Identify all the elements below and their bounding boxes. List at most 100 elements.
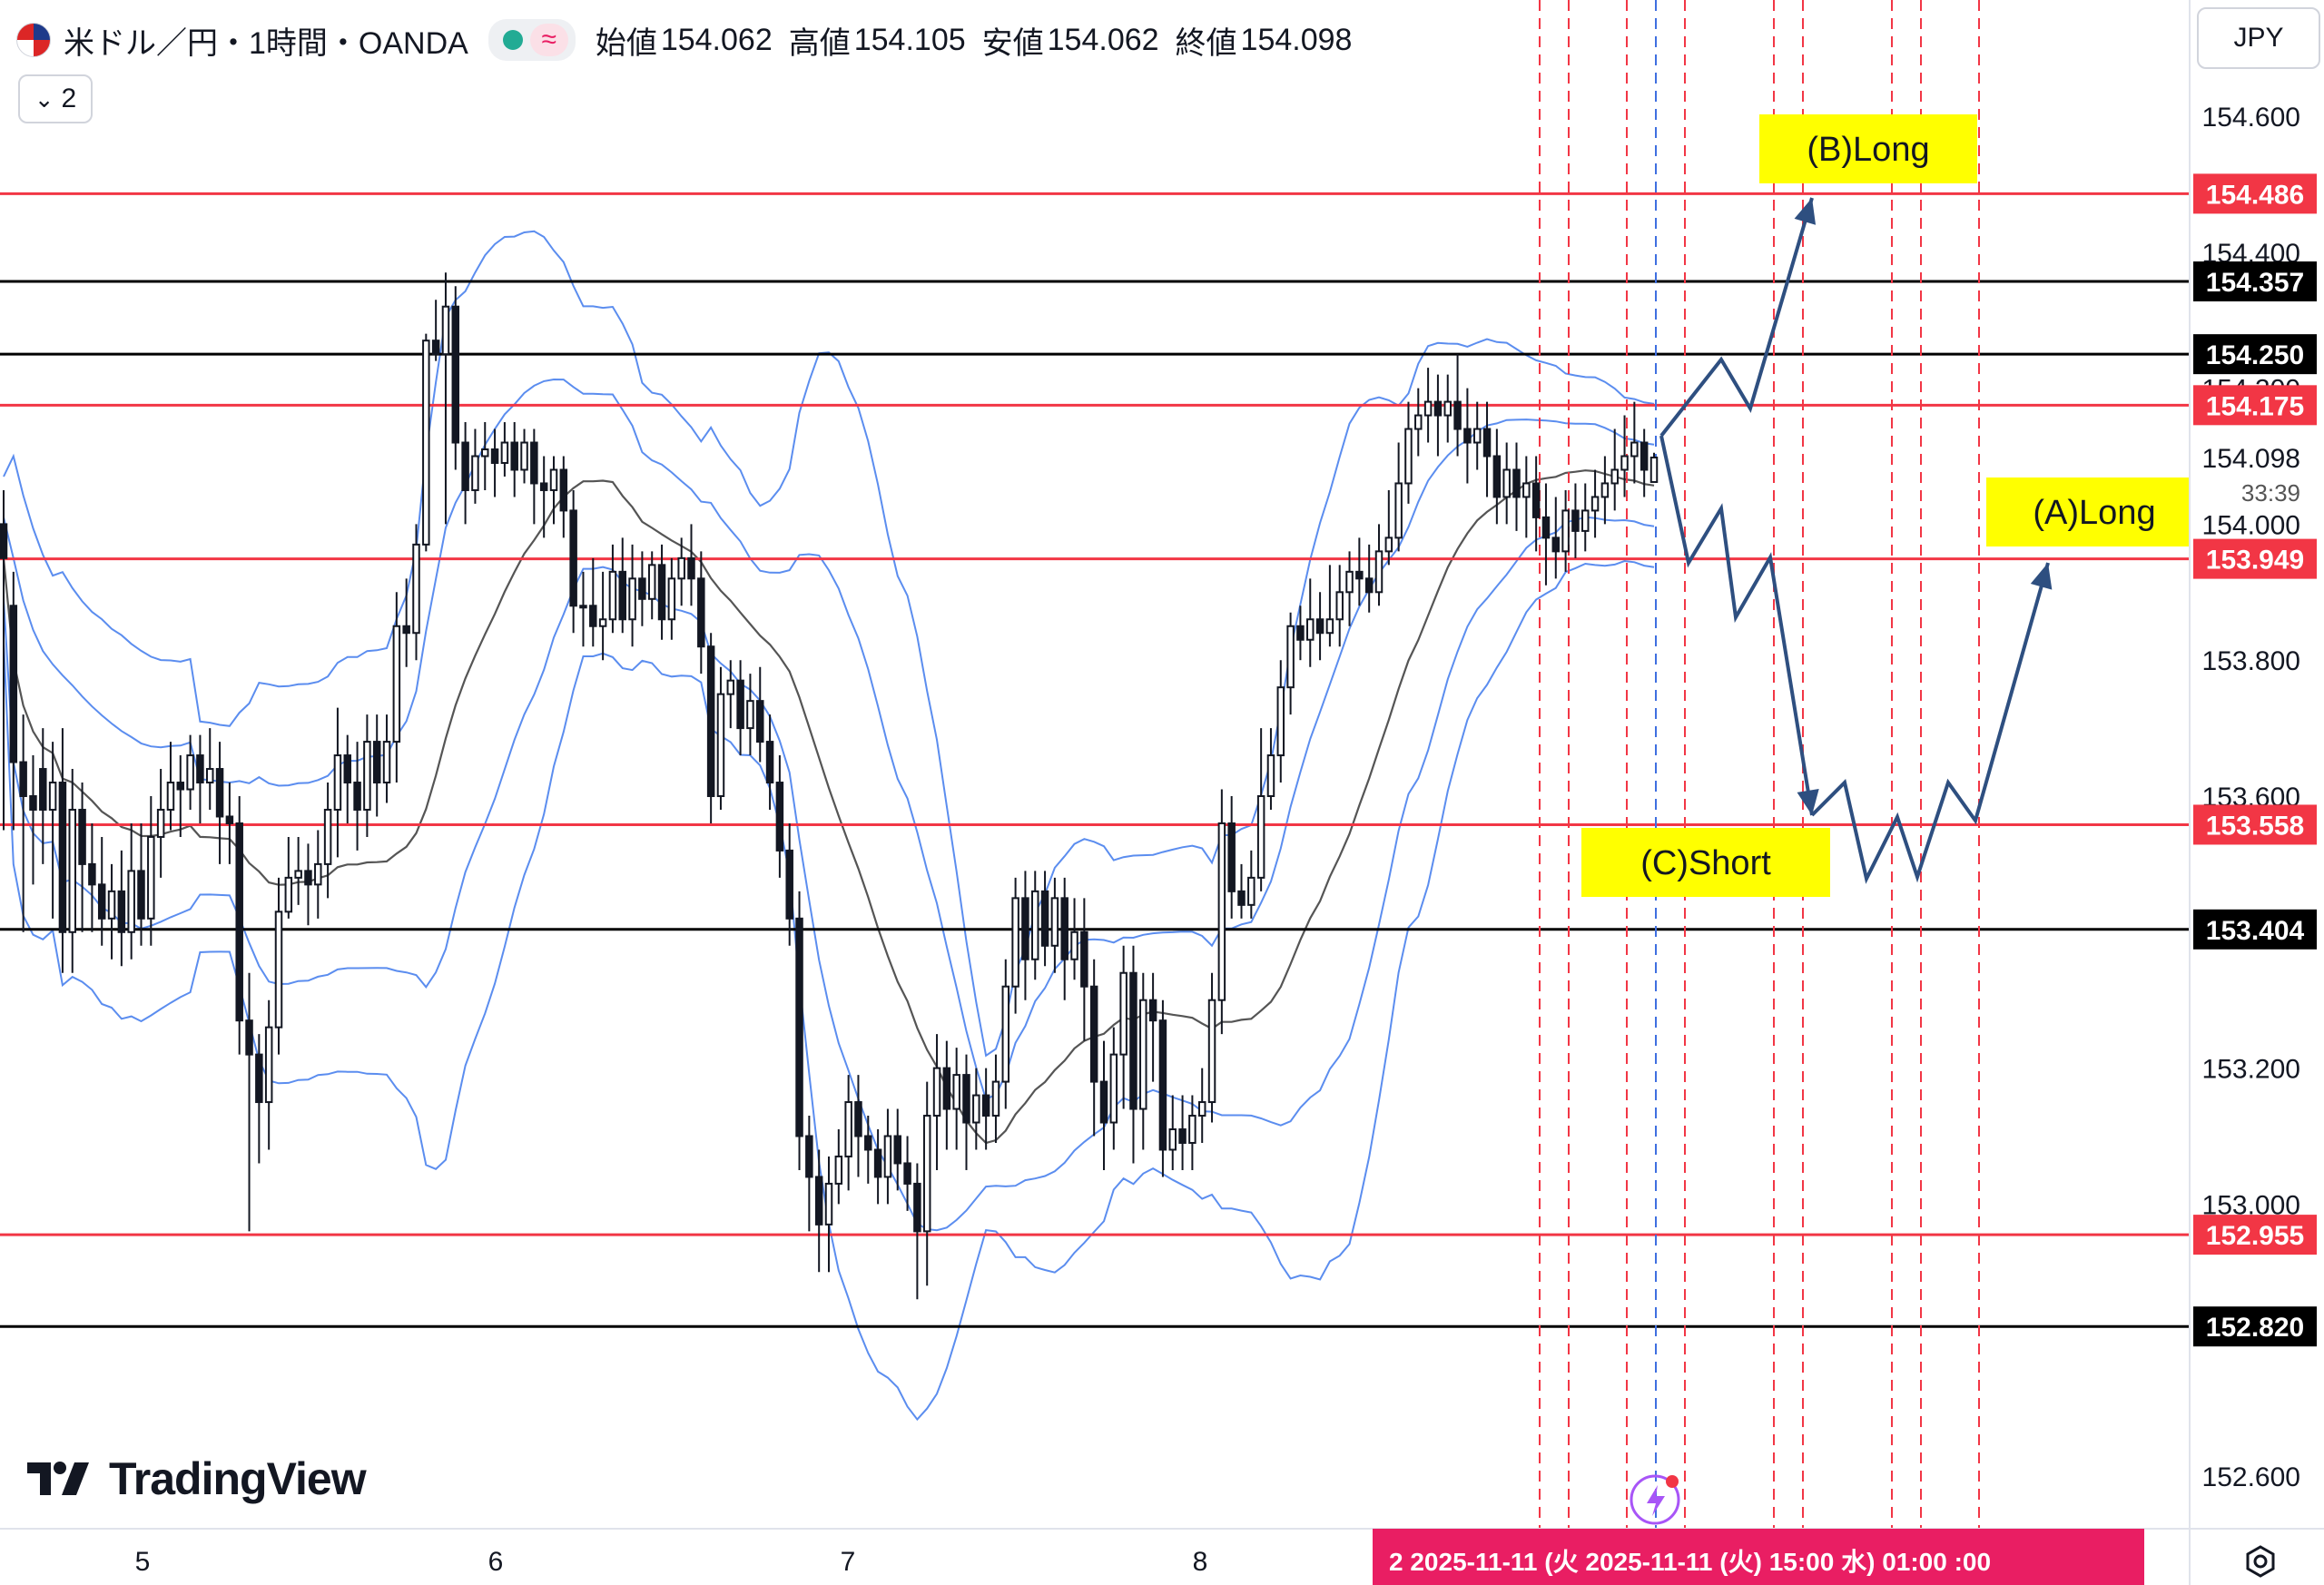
candle-body[interactable] — [873, 1148, 882, 1178]
candle-body[interactable] — [559, 468, 568, 512]
candle-body[interactable] — [844, 1101, 852, 1157]
candle-body[interactable] — [1453, 400, 1462, 430]
candle-body[interactable] — [736, 679, 744, 730]
currency-button[interactable]: JPY — [2197, 7, 2320, 69]
candle-body[interactable] — [1640, 441, 1649, 471]
candle-body[interactable] — [972, 1094, 980, 1124]
candle-body[interactable] — [1089, 985, 1098, 1083]
candle-body[interactable] — [255, 1053, 263, 1104]
market-status-pill[interactable]: ≈ — [487, 19, 576, 61]
candle-body[interactable] — [39, 768, 47, 811]
candle-body[interactable] — [1306, 618, 1315, 641]
candle-body[interactable] — [618, 570, 626, 621]
candle-body[interactable] — [166, 782, 175, 811]
candle-body[interactable] — [687, 556, 695, 580]
candle-body[interactable] — [1080, 930, 1088, 988]
candle-body[interactable] — [598, 618, 607, 627]
candle-body[interactable] — [716, 693, 725, 798]
candle-body[interactable] — [225, 815, 234, 824]
candle-body[interactable] — [422, 340, 430, 546]
candle-body[interactable] — [1590, 496, 1600, 512]
candle-body[interactable] — [490, 448, 499, 464]
candle-body[interactable] — [1384, 537, 1393, 553]
candle-body[interactable] — [814, 1176, 823, 1226]
candle-body[interactable] — [1266, 754, 1275, 797]
tradingview-logo[interactable]: TradingView — [27, 1452, 367, 1505]
candle-body[interactable] — [0, 523, 8, 559]
candle-body[interactable] — [1207, 999, 1216, 1104]
candle-body[interactable] — [19, 761, 27, 797]
candle-body[interactable] — [1040, 890, 1049, 947]
candle-body[interactable] — [913, 1182, 921, 1233]
candle-body[interactable] — [530, 441, 538, 485]
candle-body[interactable] — [785, 849, 793, 920]
candle-body[interactable] — [1139, 999, 1147, 1110]
candle-body[interactable] — [1119, 971, 1128, 1056]
candle-body[interactable] — [1482, 428, 1492, 458]
candle-body[interactable] — [1541, 516, 1551, 539]
candle-body[interactable] — [1296, 625, 1305, 641]
candle-body[interactable] — [68, 808, 76, 933]
candle-body[interactable] — [58, 782, 67, 933]
candle-body[interactable] — [903, 1162, 911, 1185]
candle-body[interactable] — [48, 782, 57, 811]
candle-body[interactable] — [1148, 999, 1157, 1022]
candle-body[interactable] — [127, 870, 135, 933]
candle-body[interactable] — [353, 782, 361, 811]
candle-body[interactable] — [29, 795, 37, 811]
candle-body[interactable] — [1571, 509, 1580, 532]
candle-body[interactable] — [1630, 441, 1639, 458]
candle-body[interactable] — [1610, 468, 1619, 485]
candle-body[interactable] — [1315, 618, 1324, 635]
candle-body[interactable] — [186, 754, 194, 791]
candle-body[interactable] — [805, 1135, 813, 1178]
candle-body[interactable] — [1286, 625, 1295, 689]
candle-body[interactable] — [1109, 1053, 1118, 1124]
candle-body[interactable] — [510, 441, 518, 471]
gear-icon[interactable] — [2242, 1543, 2279, 1580]
candle-body[interactable] — [343, 754, 351, 784]
candle-body[interactable] — [1522, 482, 1531, 498]
candle-body[interactable] — [1345, 570, 1354, 594]
candle-body[interactable] — [1217, 822, 1226, 1001]
candle-body[interactable] — [1561, 509, 1570, 553]
candle-body[interactable] — [932, 1067, 941, 1117]
candle-body[interactable] — [991, 1080, 1000, 1117]
candle-body[interactable] — [1227, 822, 1236, 892]
candle-body[interactable] — [1335, 591, 1344, 621]
candle-body[interactable] — [402, 625, 410, 635]
candle-body[interactable] — [1423, 400, 1433, 417]
candle-body[interactable] — [1551, 537, 1561, 553]
candle-body[interactable] — [657, 564, 666, 621]
candle-body[interactable] — [1188, 1115, 1196, 1144]
candle-body[interactable] — [323, 808, 332, 865]
candle-body[interactable] — [1531, 482, 1541, 518]
candle-body[interactable] — [1021, 897, 1029, 960]
candle-body[interactable] — [628, 577, 636, 621]
candle-body[interactable] — [461, 441, 469, 491]
candle-body[interactable] — [1492, 455, 1502, 498]
candle-body[interactable] — [539, 482, 548, 491]
annotation-label-box[interactable] — [1986, 477, 2202, 546]
candle-body[interactable] — [579, 605, 587, 609]
candle-body[interactable] — [451, 305, 460, 444]
candle-body[interactable] — [88, 862, 96, 886]
lightning-alert-icon[interactable] — [1630, 1474, 1680, 1525]
candle-body[interactable] — [1099, 1080, 1108, 1124]
candle-body[interactable] — [569, 509, 577, 607]
candle-body[interactable] — [1649, 456, 1659, 483]
candle-body[interactable] — [235, 822, 243, 1022]
candle-body[interactable] — [1502, 468, 1511, 498]
candle-body[interactable] — [1443, 400, 1452, 417]
candle-body[interactable] — [1011, 897, 1019, 988]
annotation-label-box[interactable] — [1581, 828, 1830, 897]
candle-body[interactable] — [294, 870, 302, 879]
candle-body[interactable] — [1276, 686, 1285, 757]
candle-body[interactable] — [176, 782, 185, 791]
candle-body[interactable] — [1031, 890, 1039, 960]
candle-body[interactable] — [1129, 971, 1137, 1110]
candle-body[interactable] — [1620, 455, 1629, 471]
candle-body[interactable] — [756, 700, 764, 743]
candle-body[interactable] — [333, 754, 342, 811]
